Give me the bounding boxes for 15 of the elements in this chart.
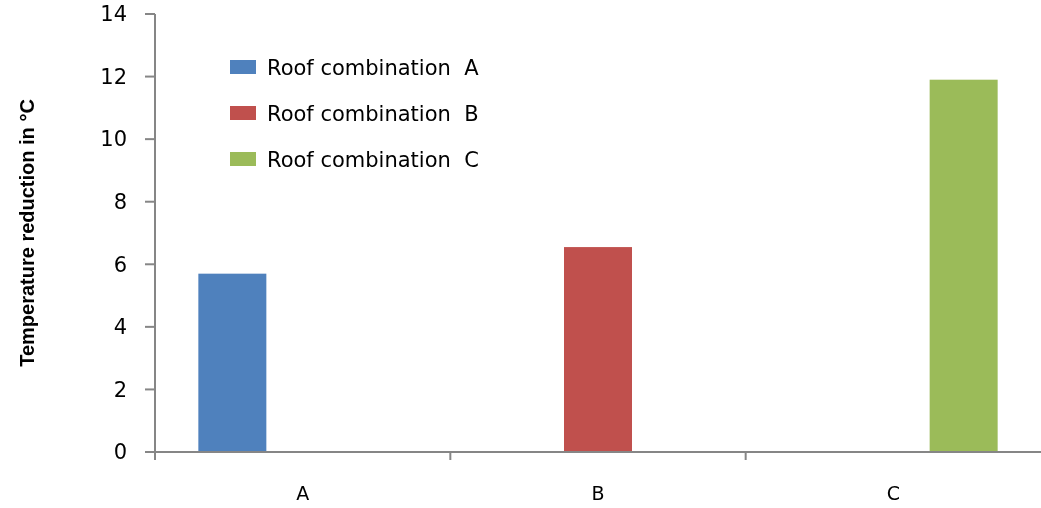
y-tick-label: 12	[100, 64, 127, 89]
legend-label: Roof combination C	[267, 148, 479, 173]
y-tick-label: 2	[113, 377, 127, 402]
y-tick-label: 8	[113, 190, 127, 215]
y-tick-label: 0	[113, 440, 127, 465]
y-tick-label: 10	[100, 127, 127, 152]
y-tick-label: 4	[113, 315, 127, 340]
y-axis-title: Temperature reduction in °C	[16, 99, 38, 367]
y-tick-label: 14	[100, 2, 127, 27]
x-tick-label: A	[296, 482, 310, 504]
legend-label: Roof combination B	[267, 102, 479, 127]
x-tick-label: C	[886, 482, 900, 504]
legend-label: Roof combination A	[267, 56, 480, 81]
x-tick-label: B	[591, 482, 605, 504]
y-tick-label: 6	[113, 252, 127, 277]
